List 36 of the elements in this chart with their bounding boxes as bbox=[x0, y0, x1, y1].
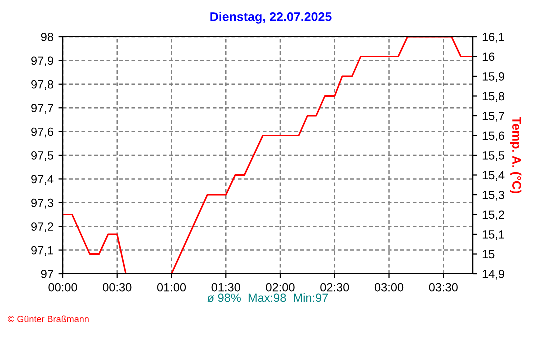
y2-tick-label: 15,6 bbox=[482, 132, 504, 142]
y-tick-label: 97,8 bbox=[32, 80, 54, 90]
y-tick-label: 97,6 bbox=[32, 128, 54, 138]
y2-tick-label: 15,5 bbox=[482, 152, 505, 162]
x-tick-label: 02:00 bbox=[266, 283, 295, 292]
y2-tick-label: 16,1 bbox=[482, 33, 504, 43]
y-tick-label: 97,5 bbox=[32, 152, 54, 162]
x-tick-label: 03:30 bbox=[429, 283, 458, 292]
x-tick-label: 00:00 bbox=[48, 283, 78, 292]
y-tick-label: 98 bbox=[41, 33, 54, 42]
y-tick-label: 97,1 bbox=[32, 246, 54, 256]
y2-tick-label: 15,1 bbox=[482, 230, 504, 240]
x-tick-label: 02:30 bbox=[320, 283, 350, 292]
y-tick-label: 97,4 bbox=[32, 175, 54, 185]
y-tick-label: 97,9 bbox=[32, 56, 54, 66]
y-tick-label: 97,3 bbox=[32, 198, 54, 209]
y2-tick-label: 15,4 bbox=[482, 171, 505, 182]
x-tick-label: 01:00 bbox=[157, 283, 186, 292]
x-tick-label: 00:30 bbox=[103, 283, 132, 292]
y2-tick-label: 15,7 bbox=[482, 112, 504, 122]
y2-axis-title: Temp. A. (°C) bbox=[510, 117, 522, 194]
y2-tick-label: 15,3 bbox=[482, 191, 504, 201]
y2-tick-label: 15 bbox=[482, 250, 495, 259]
chart-title: Dienstag, 22.07.2025 bbox=[210, 12, 332, 24]
y2-tick-label: 15,2 bbox=[482, 210, 504, 221]
y-tick-label: 97 bbox=[41, 270, 54, 278]
x-tick-label: 03:00 bbox=[374, 283, 404, 292]
text: ø 98% Max:98 Min:97 bbox=[208, 293, 328, 302]
y2-tick-label: 15,8 bbox=[482, 92, 504, 102]
text: © Günter Braßmann bbox=[8, 316, 89, 322]
y2-tick-label: 15,9 bbox=[482, 72, 504, 82]
x-tick-label: 01:30 bbox=[212, 283, 240, 292]
y2-tick-label: 16 bbox=[482, 52, 495, 62]
y-tick-label: 97,7 bbox=[32, 104, 54, 114]
y-tick-label: 97,2 bbox=[32, 222, 54, 232]
y2-tick-label: 14,9 bbox=[482, 270, 504, 280]
